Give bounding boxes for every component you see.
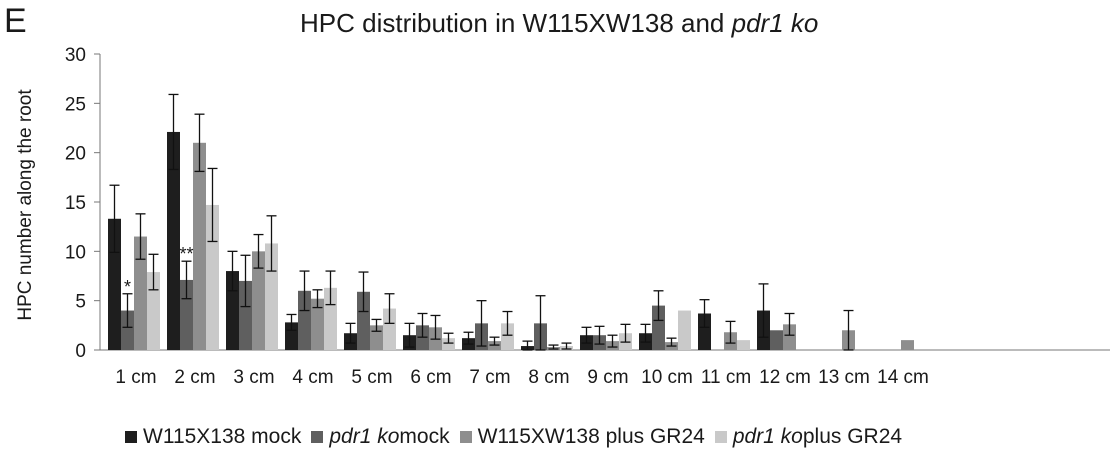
chart-title: HPC distribution in W115XW138 and pdr1 k…: [300, 8, 818, 39]
bar: [285, 322, 298, 350]
y-tick-label: 10: [65, 242, 86, 263]
bar: [770, 330, 783, 350]
legend-label: W115XW138 plus GR24: [477, 425, 705, 448]
bar: [678, 310, 691, 350]
y-tick-label: 5: [75, 292, 86, 313]
x-tick-label: 6 cm: [410, 367, 451, 388]
bar-chart: 0 5 10 15 20 25 30 1 cm 2 cm 3 cm 4 cm 5 cm 6 cm 7 cm…: [65, 45, 1110, 388]
chart-title-text: HPC distribution in W115XW138 and: [300, 8, 732, 38]
bar: [298, 290, 311, 350]
x-tick-label: 9 cm: [587, 367, 628, 388]
y-tick-label: 15: [65, 193, 86, 214]
legend-label: W115X138 mock: [143, 425, 302, 448]
x-tick-label: 5 cm: [351, 367, 392, 388]
x-tick-label: 3 cm: [233, 367, 274, 388]
bar: [783, 324, 796, 350]
legend-swatch: [459, 431, 472, 443]
legend-swatch: [125, 431, 137, 443]
bar: [311, 298, 324, 350]
legend: W115X138 mock pdr1 ko mock W115XW138 plu…: [125, 425, 912, 449]
bar: [698, 313, 711, 350]
x-tick-label: 7 cm: [469, 367, 510, 388]
bar: [737, 340, 750, 350]
bar: [193, 142, 206, 350]
legend-swatch: [714, 431, 727, 443]
bar: [252, 251, 265, 350]
y-tick-label: 20: [65, 144, 86, 165]
bar: [324, 287, 337, 350]
bar: [901, 340, 914, 350]
bar: [265, 243, 278, 350]
legend-item-pdr1-mock: pdr1 ko mock: [311, 425, 450, 449]
legend-item-pdr1-gr24: pdr1 ko plus GR24: [714, 425, 903, 449]
chart-title-italic: pdr1 ko: [731, 8, 819, 38]
bar: [239, 280, 252, 350]
bar: [134, 236, 147, 350]
legend-item-w115xw138-gr24: W115XW138 plus GR24: [459, 425, 705, 449]
bar: [442, 338, 455, 350]
legend-item-w115x138-mock: W115X138 mock: [125, 425, 301, 449]
bar: [501, 323, 514, 350]
bar: [180, 279, 193, 350]
legend-label: plus GR24: [802, 425, 903, 448]
x-tick-label: 4 cm: [292, 367, 333, 388]
panel-letter: E: [4, 2, 27, 40]
legend-label: mock: [399, 425, 450, 448]
y-tick-label: 30: [65, 45, 86, 66]
x-tick-label: 14 cm: [877, 367, 929, 388]
bar: [167, 131, 180, 350]
x-tick-label: 11 cm: [701, 367, 751, 388]
legend-italic: pdr1 ko: [329, 425, 400, 448]
x-tick-label: 2 cm: [174, 367, 215, 388]
x-tick-label: 1 cm: [115, 367, 156, 388]
significance-annotation: *: [124, 277, 131, 297]
x-tick-label: 13 cm: [818, 367, 870, 388]
y-tick-label: 0: [75, 341, 86, 362]
bar: [147, 272, 160, 350]
bar: [357, 291, 370, 350]
bar: [108, 218, 121, 350]
bar: [121, 310, 134, 350]
x-tick-label: 8 cm: [528, 367, 569, 388]
x-tick-label: 12 cm: [759, 367, 811, 388]
bar: [652, 305, 665, 350]
significance-annotation: **: [179, 244, 193, 264]
legend-swatch: [311, 431, 324, 443]
y-tick-label: 25: [65, 94, 86, 115]
x-tick-label: 10 cm: [641, 367, 693, 388]
legend-italic: pdr1 ko: [732, 425, 803, 448]
bar: [383, 308, 396, 350]
